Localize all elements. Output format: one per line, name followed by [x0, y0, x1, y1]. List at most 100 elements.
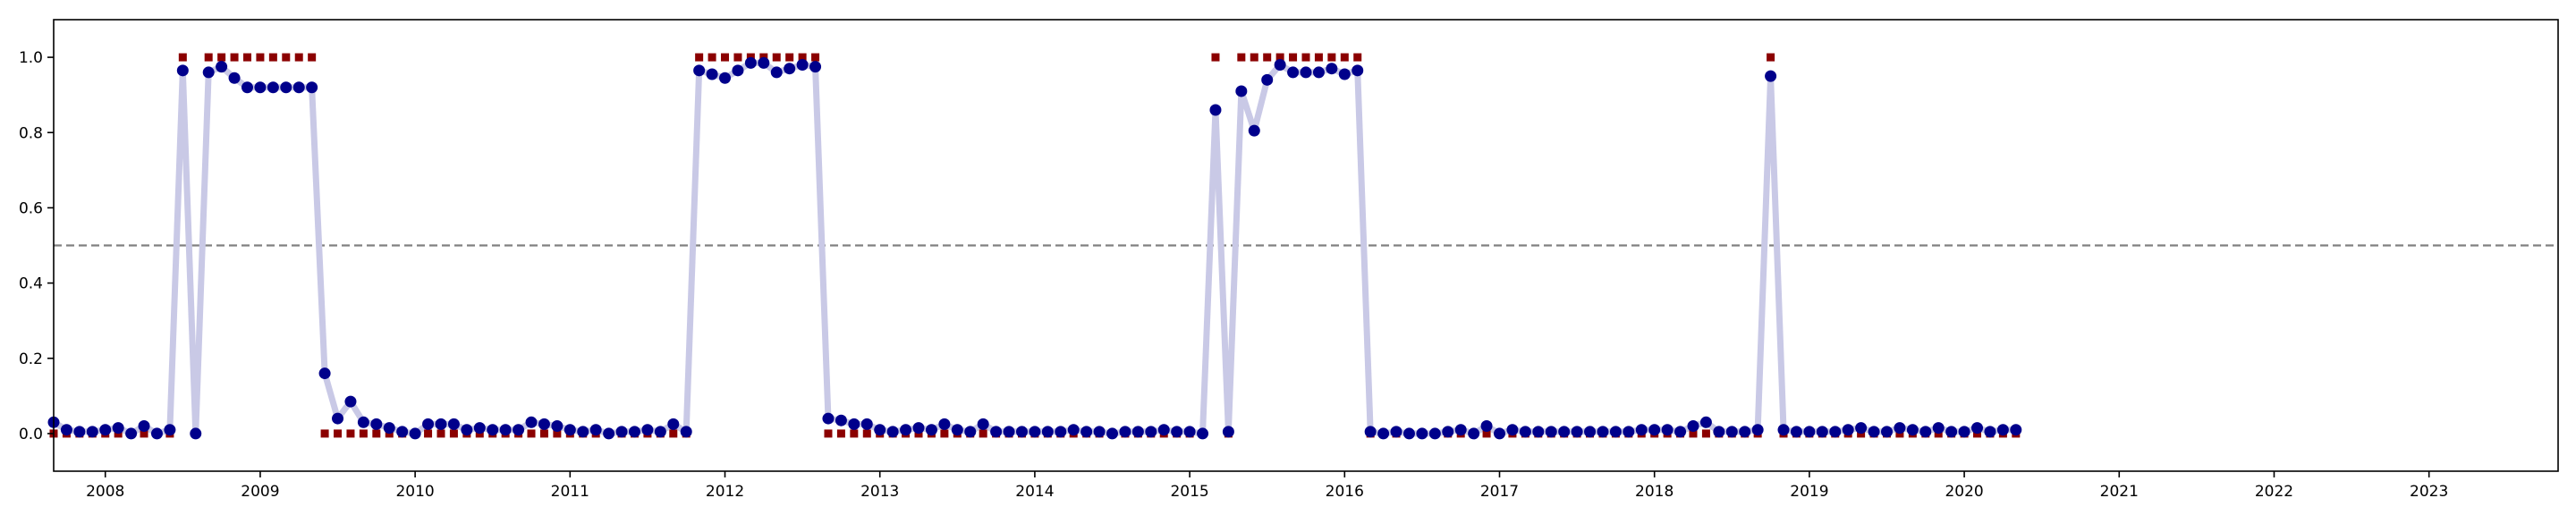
data-point	[525, 416, 538, 428]
label-marker	[785, 53, 794, 62]
label-marker	[334, 429, 343, 438]
data-point	[1932, 422, 1945, 435]
label-marker	[708, 53, 716, 62]
label-marker	[940, 429, 949, 438]
label-marker	[733, 53, 742, 62]
data-point	[1171, 426, 1183, 438]
data-point	[1635, 424, 1648, 436]
x-tick-label: 2017	[1480, 483, 1519, 501]
x-tick-label: 2011	[551, 483, 589, 501]
data-point	[1041, 426, 1054, 438]
y-tick-label: 0.6	[19, 199, 43, 217]
label-marker	[242, 53, 251, 62]
label-marker	[539, 429, 548, 438]
label-marker	[436, 429, 445, 438]
y-tick-label: 0.0	[19, 426, 43, 443]
data-point	[680, 426, 692, 438]
y-tick-label: 1.0	[19, 49, 43, 67]
data-point	[641, 424, 654, 436]
label-marker	[1250, 53, 1258, 62]
x-tick-label: 2014	[1015, 483, 1054, 501]
data-point	[86, 426, 98, 438]
data-point	[1209, 104, 1222, 116]
data-point	[1326, 63, 1338, 75]
data-point	[886, 426, 899, 438]
data-point	[1300, 66, 1312, 79]
label-marker	[1482, 429, 1491, 438]
data-point	[1829, 426, 1842, 438]
data-point	[487, 424, 499, 436]
data-point	[60, 424, 72, 436]
label-marker	[282, 53, 291, 62]
data-point	[150, 427, 163, 440]
label-marker	[850, 429, 859, 438]
label-marker	[449, 429, 458, 438]
x-tick-label: 2022	[2255, 483, 2293, 501]
data-point	[1584, 426, 1597, 438]
label-marker	[527, 429, 536, 438]
label-marker	[268, 53, 277, 62]
data-point	[1442, 426, 1454, 438]
data-point	[1739, 426, 1751, 438]
data-point	[1454, 424, 1467, 436]
label-marker	[372, 429, 381, 438]
label-marker	[178, 53, 187, 62]
data-point	[1945, 426, 1958, 438]
data-point	[138, 420, 150, 432]
data-point	[267, 81, 279, 94]
data-point	[1003, 426, 1015, 438]
data-point	[1880, 426, 1893, 438]
data-point	[1777, 424, 1790, 436]
data-point	[835, 414, 847, 426]
data-point	[628, 426, 640, 438]
y-tick-label: 0.2	[19, 350, 43, 368]
data-point	[1609, 426, 1622, 438]
data-point	[1984, 426, 1996, 438]
data-point	[357, 416, 369, 428]
data-point	[202, 66, 215, 79]
label-marker	[553, 429, 562, 438]
data-point	[1506, 424, 1519, 436]
data-point	[977, 418, 989, 430]
data-point	[615, 426, 628, 438]
data-point	[1996, 424, 2009, 436]
data-point	[1106, 427, 1119, 440]
data-point	[874, 424, 886, 436]
data-point	[990, 426, 1003, 438]
label-marker	[1301, 53, 1310, 62]
label-marker	[979, 429, 987, 438]
data-point	[461, 424, 473, 436]
data-point	[577, 426, 589, 438]
label-marker	[1289, 53, 1298, 62]
y-tick-label: 0.8	[19, 124, 43, 142]
label-marker	[140, 429, 148, 438]
data-point	[473, 422, 486, 435]
x-tick-label: 2015	[1170, 483, 1208, 501]
data-point	[912, 422, 925, 435]
data-point	[1145, 426, 1157, 438]
data-point	[1971, 422, 1984, 435]
data-point	[344, 395, 357, 408]
data-point	[1699, 416, 1712, 428]
label-marker	[1327, 53, 1336, 62]
x-tick-label: 2023	[2410, 483, 2448, 501]
data-point	[1029, 426, 1041, 438]
data-point	[1674, 426, 1687, 438]
data-point	[784, 63, 796, 75]
x-tick-label: 2021	[2100, 483, 2139, 501]
label-marker	[256, 53, 265, 62]
label-marker	[1701, 429, 1710, 438]
data-point	[1428, 427, 1441, 440]
data-point	[1197, 427, 1209, 440]
label-marker	[308, 53, 317, 62]
data-point	[860, 418, 873, 430]
data-point	[1312, 66, 1325, 79]
label-marker	[721, 53, 730, 62]
data-point	[241, 81, 253, 94]
data-point	[1713, 426, 1725, 438]
label-marker	[1211, 53, 1220, 62]
data-point	[667, 418, 680, 430]
data-point	[758, 56, 770, 69]
data-point	[176, 64, 189, 77]
data-point	[564, 424, 576, 436]
